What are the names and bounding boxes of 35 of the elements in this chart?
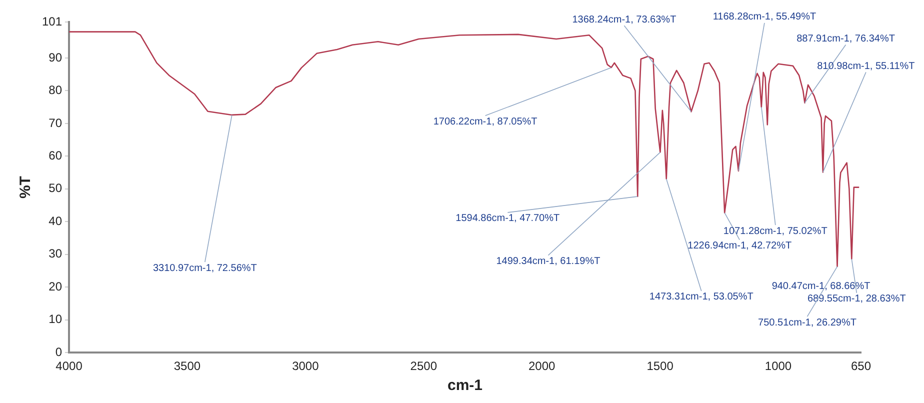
x-tick-label: 1500 (646, 359, 674, 374)
y-tick-label: 10 (48, 312, 62, 326)
x-tick-label: 4000 (56, 359, 83, 374)
annotation: 1168.28cm-1, 55.49%T (712, 12, 816, 23)
annotation: 1071.28cm-1, 75.02%T (723, 226, 828, 237)
y-axis-title: %T (17, 176, 34, 199)
annotation: 1499.34cm-1, 61.19%T (496, 256, 600, 268)
annotation: 1368.24cm-1, 73.63%T (572, 14, 676, 26)
x-tick-label: 2000 (528, 359, 556, 374)
x-tick-label: 650 (850, 359, 872, 374)
y-tick-label: 50 (48, 181, 62, 196)
y-tick-label: 101 (42, 14, 62, 28)
x-tick-label: 3000 (292, 359, 320, 374)
y-tick-label: 70 (48, 116, 62, 130)
y-tick-label: 30 (48, 246, 62, 261)
annotation: 1473.31cm-1, 53.05%T (649, 292, 754, 303)
annotation: 689.55cm-1, 28.63%T (807, 294, 906, 305)
annotation: 3310.97cm-1, 72.56%T (152, 262, 257, 274)
annotation: 1226.94cm-1, 42.72%T (688, 240, 792, 252)
x-tick-label: 2500 (410, 359, 438, 374)
y-tick-label: 90 (48, 50, 62, 64)
annotation: 887.91cm-1, 76.34%T (796, 33, 895, 44)
annotation: 1706.22cm-1, 87.05%T (433, 116, 538, 128)
y-tick-label: 20 (48, 279, 62, 294)
annotation: 750.51cm-1, 26.29%T (758, 317, 856, 328)
annotation: 810.98cm-1, 55.11%T (817, 60, 915, 72)
x-tick-label: 3500 (174, 359, 201, 374)
x-tick-label: 1000 (764, 359, 792, 374)
y-tick-label: 40 (48, 214, 62, 228)
annotation: 940.47cm-1, 68.66%T (772, 281, 870, 292)
annotation: 1594.86cm-1, 47.70%T (456, 213, 560, 224)
y-tick-label: 80 (48, 83, 62, 98)
y-tick-label: 60 (48, 148, 62, 163)
x-axis-title: cm-1 (447, 377, 483, 394)
y-tick-label: 0 (55, 344, 62, 359)
